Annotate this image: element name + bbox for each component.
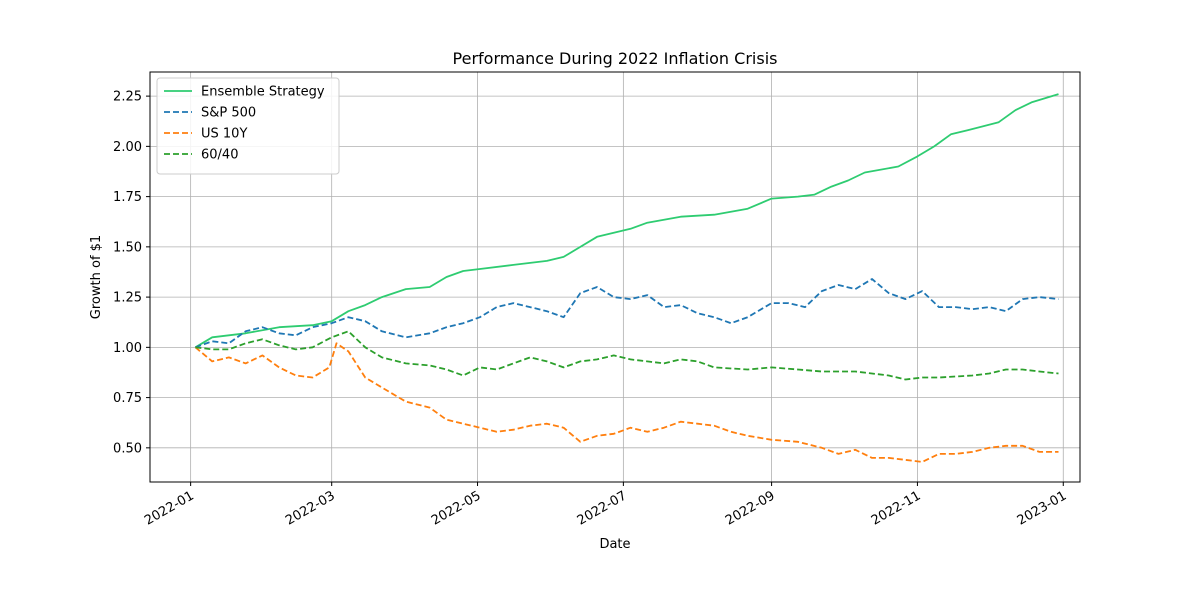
y-tick-label: 1.00 xyxy=(113,341,142,356)
y-axis: 0.50 0.75 1.00 1.25 1.50 1.75 2.00 2.25 xyxy=(113,90,150,456)
y-tick-label: 0.75 xyxy=(113,391,142,406)
y-tick-label: 1.50 xyxy=(113,240,142,255)
series-line-60-40 xyxy=(195,330,1059,381)
series-layer xyxy=(194,93,1059,463)
series-line-s-p-500 xyxy=(195,278,1059,349)
legend-label-60-40: 60/40 xyxy=(201,148,238,163)
y-tick-label: 2.00 xyxy=(113,140,142,155)
y-axis-label: Growth of $1 xyxy=(89,235,104,319)
chart-title: Performance During 2022 Inflation Crisis xyxy=(453,49,778,68)
y-tick-label: 0.50 xyxy=(113,441,142,456)
grid-lines xyxy=(150,72,1080,482)
plot-frame xyxy=(149,71,1081,483)
legend-label-ensemble-strategy: Ensemble Strategy xyxy=(201,85,325,100)
legend-label-us-10y: US 10Y xyxy=(201,127,247,142)
y-tick-label: 1.75 xyxy=(113,190,142,205)
y-tick-label: 1.25 xyxy=(113,291,142,306)
series-line-us-10y xyxy=(194,342,1059,463)
legend-box xyxy=(156,77,340,175)
x-axis-label: Date xyxy=(599,537,630,552)
y-tick-label: 2.25 xyxy=(113,90,142,105)
legend: Ensemble Strategy S&P 500 US 10Y 60/40 xyxy=(156,77,340,175)
legend-label-s-p-500: S&P 500 xyxy=(201,106,256,121)
series-line-ensemble-strategy xyxy=(194,93,1059,349)
